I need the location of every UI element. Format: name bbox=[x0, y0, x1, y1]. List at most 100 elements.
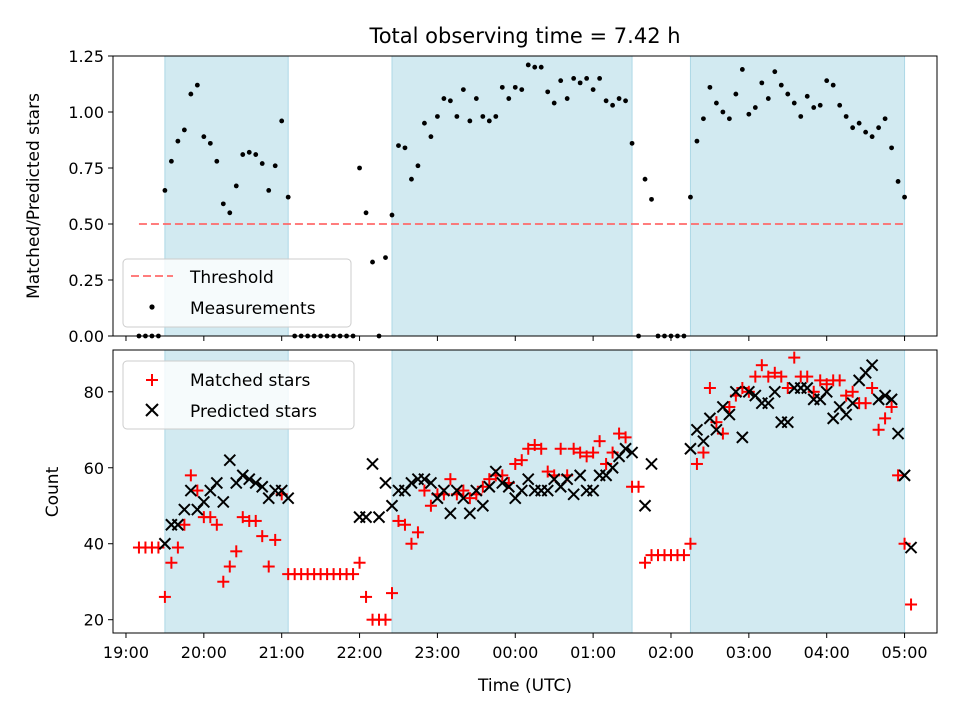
matched-star-point bbox=[697, 446, 710, 459]
matched-star-point bbox=[230, 545, 243, 558]
legend-threshold-label: Threshold bbox=[189, 268, 274, 288]
predicted-star-point bbox=[645, 457, 658, 471]
measurement-point bbox=[409, 176, 414, 182]
matched-star-point bbox=[463, 492, 476, 505]
measurement-point bbox=[759, 80, 765, 86]
measurement-point bbox=[551, 100, 557, 106]
matched-star-point bbox=[522, 442, 535, 455]
matched-star-point bbox=[152, 541, 165, 554]
predicted-star-point bbox=[567, 488, 580, 501]
measurement-point bbox=[545, 89, 551, 95]
predicted-star-point bbox=[489, 465, 503, 478]
measurement-point bbox=[460, 87, 466, 92]
measurement-point bbox=[610, 102, 615, 108]
legend-measurements-swatch bbox=[149, 304, 155, 310]
matched-star-point bbox=[879, 412, 892, 425]
predicted-star-point bbox=[256, 480, 269, 493]
measurement-point bbox=[590, 87, 596, 92]
measurement-point bbox=[519, 87, 525, 92]
bottom-x-ticks: 19:00 20:00 21:00 22:00 23:00 00:00 01:00 02:00… bbox=[103, 633, 928, 662]
x-tick-label: 22:00 bbox=[336, 643, 382, 662]
legend-matched-swatch bbox=[146, 374, 158, 386]
shaded-band-3 bbox=[689, 55, 906, 337]
predicted-star-point bbox=[281, 491, 295, 505]
matched-star-point bbox=[866, 381, 879, 394]
measurement-point bbox=[454, 114, 460, 119]
measurement-point bbox=[201, 134, 207, 140]
measurement-point bbox=[370, 259, 375, 265]
measurement-point bbox=[850, 125, 856, 131]
matched-star-point bbox=[171, 541, 184, 554]
predicted-star-point bbox=[522, 472, 535, 486]
x-tick-label: 20:00 bbox=[181, 643, 227, 662]
measurement-point bbox=[402, 145, 408, 151]
predicted-star-point bbox=[846, 396, 859, 410]
matched-star-point bbox=[872, 423, 885, 436]
measurement-point bbox=[194, 82, 200, 88]
measurement-point bbox=[207, 140, 213, 146]
measurement-point bbox=[791, 100, 797, 106]
predicted-star-point bbox=[217, 495, 230, 509]
matched-star-point bbox=[905, 598, 918, 611]
predicted-star-point bbox=[736, 431, 749, 444]
matched-star-point bbox=[781, 381, 794, 394]
measurement-point bbox=[279, 118, 285, 124]
matched-star-point bbox=[398, 518, 411, 531]
shaded-band-2 bbox=[391, 55, 633, 337]
measurement-point bbox=[363, 210, 369, 216]
matched-star-point bbox=[178, 518, 191, 531]
matched-star-point bbox=[165, 556, 178, 569]
predicted-star-point bbox=[619, 442, 632, 455]
measurement-point bbox=[843, 114, 849, 119]
predicted-star-point bbox=[249, 476, 262, 490]
measurement-point bbox=[253, 152, 259, 157]
matched-star-point bbox=[580, 450, 593, 463]
matched-star-point bbox=[840, 389, 853, 402]
legend-measurements-label: Measurements bbox=[190, 299, 316, 319]
predicted-star-point bbox=[904, 541, 918, 554]
predicted-star-point bbox=[463, 507, 477, 520]
predicted-star-point bbox=[820, 385, 833, 398]
measurement-point bbox=[830, 82, 836, 88]
measurement-point bbox=[532, 64, 538, 70]
measurement-point bbox=[428, 134, 434, 140]
measurement-point bbox=[720, 109, 726, 115]
matched-star-point bbox=[405, 537, 418, 550]
predicted-star-point bbox=[405, 476, 418, 490]
matched-star-point bbox=[385, 587, 398, 600]
measurement-point bbox=[856, 120, 862, 126]
measurement-point bbox=[447, 98, 453, 104]
predicted-star-point bbox=[470, 484, 483, 497]
measurement-point bbox=[746, 111, 752, 117]
bottom-y-axis-label: Count bbox=[43, 466, 63, 517]
matched-star-point bbox=[217, 575, 230, 588]
measurement-point bbox=[577, 80, 583, 86]
y-tick-label: 1.25 bbox=[68, 47, 104, 66]
measurement-point bbox=[357, 165, 362, 171]
matched-star-point bbox=[820, 378, 833, 391]
measurement-point bbox=[571, 76, 577, 81]
matched-star-point bbox=[535, 442, 548, 455]
bottom-legend-box bbox=[122, 360, 355, 430]
predicted-star-point bbox=[742, 385, 756, 398]
matched-star-point bbox=[424, 499, 437, 512]
predicted-star-point bbox=[541, 484, 554, 497]
x-axis-label: Time (UTC) bbox=[477, 676, 572, 696]
measurement-point bbox=[623, 98, 628, 104]
measurement-point bbox=[824, 78, 830, 84]
measurement-point bbox=[701, 116, 706, 122]
top-legend: Threshold Measurements bbox=[122, 258, 352, 328]
measurement-point bbox=[772, 69, 778, 75]
predicted-star-point bbox=[171, 518, 185, 531]
matched-star-point bbox=[483, 473, 496, 486]
measurement-point bbox=[733, 91, 739, 97]
matched-star-point bbox=[677, 549, 690, 562]
matched-star-point bbox=[846, 385, 859, 398]
matched-star-point bbox=[269, 533, 282, 546]
matched-star-point bbox=[236, 511, 249, 524]
predicted-star-point bbox=[684, 442, 697, 455]
measurement-point bbox=[188, 91, 194, 97]
measurement-point bbox=[765, 96, 771, 101]
measurement-point bbox=[233, 183, 239, 189]
measurement-point bbox=[739, 67, 745, 72]
